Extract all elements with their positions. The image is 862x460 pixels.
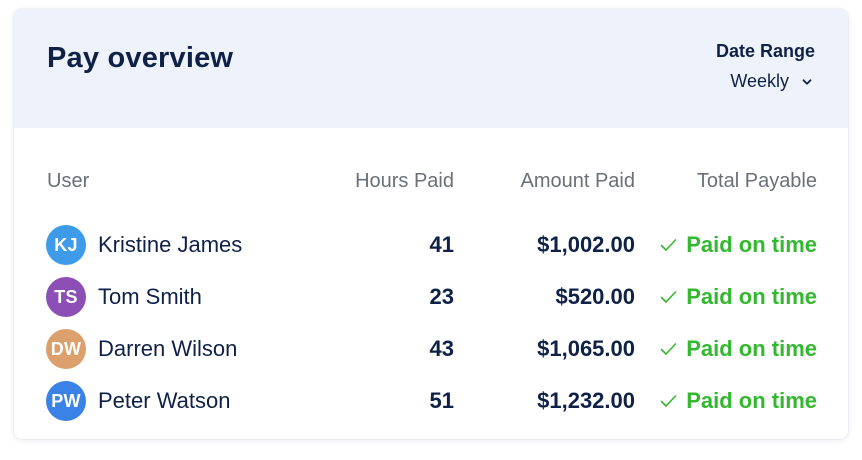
avatar: PW [46, 381, 86, 421]
table-body: KJ Kristine James 41 $1,002.00 Paid on t… [46, 219, 817, 427]
table-row[interactable]: KJ Kristine James 41 $1,002.00 Paid on t… [46, 219, 817, 271]
table-row[interactable]: PW Peter Watson 51 $1,232.00 Paid on tim… [46, 375, 817, 427]
avatar: KJ [46, 225, 86, 265]
status-badge: Paid on time [660, 284, 817, 310]
status-text: Paid on time [686, 284, 817, 309]
hours-paid: 23 [429, 284, 454, 309]
checkmark-icon [660, 291, 677, 303]
hours-paid: 41 [429, 232, 454, 257]
column-header-hours-paid: Hours Paid [355, 169, 454, 192]
hours-paid: 51 [429, 388, 454, 413]
checkmark-icon [660, 239, 677, 251]
status-badge: Paid on time [660, 336, 817, 362]
user-cell: PW Peter Watson [46, 381, 327, 421]
avatar: DW [46, 329, 86, 369]
total-payable-cell: Paid on time [635, 388, 817, 414]
user-cell: TS Tom Smith [46, 277, 327, 317]
table-row[interactable]: TS Tom Smith 23 $520.00 Paid on time [46, 271, 817, 323]
card-header: Pay overview Date Range Weekly [14, 9, 848, 128]
checkmark-icon [660, 395, 677, 407]
user-name: Peter Watson [98, 388, 231, 413]
status-badge: Paid on time [660, 388, 817, 414]
table-row[interactable]: DW Darren Wilson 43 $1,065.00 Paid on ti… [46, 323, 817, 375]
status-badge: Paid on time [660, 232, 817, 258]
user-name: Tom Smith [98, 284, 202, 309]
status-text: Paid on time [686, 388, 817, 413]
date-range-value: Weekly [730, 71, 789, 91]
date-range-select[interactable]: Weekly [730, 71, 813, 92]
amount-paid: $1,065.00 [537, 336, 635, 361]
status-text: Paid on time [686, 336, 817, 361]
total-payable-cell: Paid on time [635, 232, 817, 258]
checkmark-icon [660, 343, 677, 355]
column-header-total-payable: Total Payable [696, 169, 817, 192]
user-cell: DW Darren Wilson [46, 329, 327, 369]
total-payable-cell: Paid on time [635, 284, 817, 310]
user-cell: KJ Kristine James [46, 225, 327, 265]
column-header-user: User [47, 169, 90, 192]
pay-table: User Hours Paid Amount Paid Total Payabl… [46, 169, 817, 427]
column-header-amount-paid: Amount Paid [520, 169, 635, 192]
page-title: Pay overview [47, 42, 234, 74]
amount-paid: $1,232.00 [537, 388, 635, 413]
chevron-down-icon [802, 78, 812, 85]
avatar: TS [46, 277, 86, 317]
amount-paid: $1,002.00 [537, 232, 635, 257]
amount-paid: $520.00 [555, 284, 635, 309]
date-range-label: Date Range [715, 41, 815, 61]
hours-paid: 43 [429, 336, 454, 361]
user-name: Darren Wilson [98, 336, 238, 361]
pay-overview-card: Pay overview Date Range Weekly User Hour… [14, 9, 848, 439]
status-text: Paid on time [686, 232, 817, 257]
user-name: Kristine James [98, 232, 243, 257]
date-range-filter: Date Range Weekly [716, 41, 815, 92]
table-header: User Hours Paid Amount Paid Total Payabl… [47, 169, 817, 193]
total-payable-cell: Paid on time [635, 336, 817, 362]
